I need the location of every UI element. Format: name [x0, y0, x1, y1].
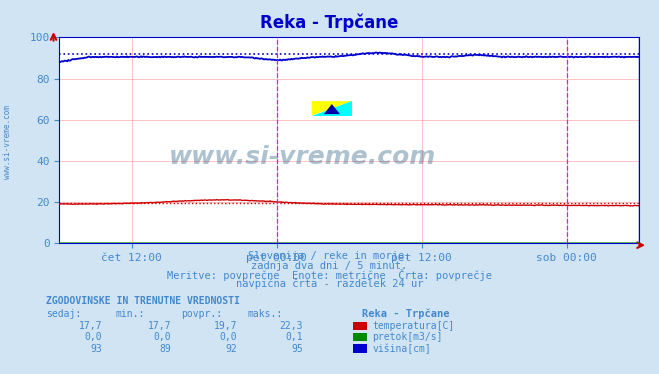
Text: povpr.:: povpr.:	[181, 309, 222, 319]
Text: pretok[m3/s]: pretok[m3/s]	[372, 332, 443, 342]
Text: zadnja dva dni / 5 minut.: zadnja dva dni / 5 minut.	[251, 261, 408, 270]
Polygon shape	[312, 101, 352, 116]
Text: www.si-vreme.com: www.si-vreme.com	[169, 145, 436, 169]
Text: 0,0: 0,0	[84, 332, 102, 342]
Text: 89: 89	[159, 344, 171, 353]
Text: 17,7: 17,7	[78, 321, 102, 331]
Text: 0,1: 0,1	[285, 332, 303, 342]
Text: Slovenija / reke in morje.: Slovenija / reke in morje.	[248, 251, 411, 261]
Text: navpična črta - razdelek 24 ur: navpična črta - razdelek 24 ur	[236, 278, 423, 289]
Text: Reka - Trpčane: Reka - Trpčane	[362, 309, 450, 319]
Text: 0,0: 0,0	[219, 332, 237, 342]
Polygon shape	[312, 101, 352, 116]
Text: Reka - Trpčane: Reka - Trpčane	[260, 13, 399, 31]
Text: 95: 95	[291, 344, 303, 353]
Text: 0,0: 0,0	[154, 332, 171, 342]
Polygon shape	[324, 104, 340, 114]
Text: ZGODOVINSKE IN TRENUTNE VREDNOSTI: ZGODOVINSKE IN TRENUTNE VREDNOSTI	[46, 296, 240, 306]
Text: www.si-vreme.com: www.si-vreme.com	[3, 105, 13, 179]
Text: sedaj:: sedaj:	[46, 309, 81, 319]
Text: višina[cm]: višina[cm]	[372, 343, 431, 354]
Text: min.:: min.:	[115, 309, 145, 319]
Text: 92: 92	[225, 344, 237, 353]
Text: 19,7: 19,7	[214, 321, 237, 331]
Text: 22,3: 22,3	[279, 321, 303, 331]
Text: Meritve: povprečne  Enote: metrične  Črta: povprečje: Meritve: povprečne Enote: metrične Črta:…	[167, 269, 492, 281]
Text: temperatura[C]: temperatura[C]	[372, 321, 455, 331]
Text: 93: 93	[90, 344, 102, 353]
Text: maks.:: maks.:	[247, 309, 282, 319]
Text: 17,7: 17,7	[148, 321, 171, 331]
